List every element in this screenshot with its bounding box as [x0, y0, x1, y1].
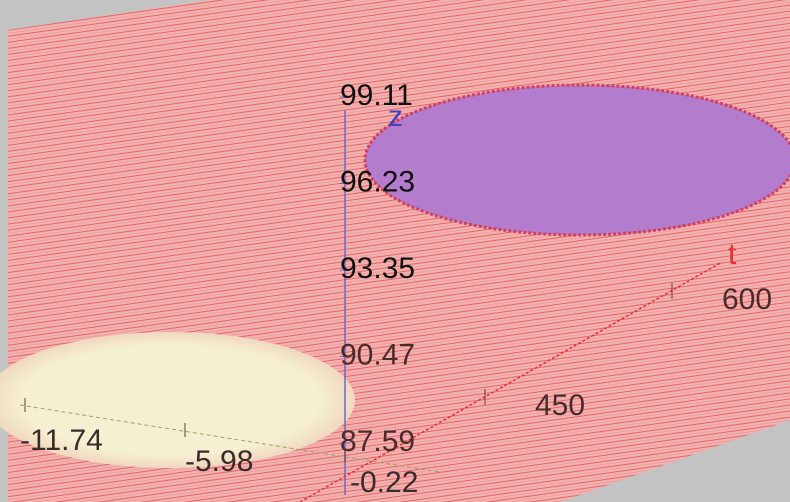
- z-tick-label: 90.47: [340, 338, 415, 371]
- z-tick-label: 87.59: [340, 425, 415, 458]
- surface-peak: [363, 83, 790, 237]
- z-tick-label: 99.11: [340, 79, 413, 112]
- x-tick-label: -11.74: [20, 424, 103, 457]
- t-tick-label: 600: [722, 283, 772, 316]
- surface-trough: [0, 332, 355, 468]
- x-tick-label: -5.98: [185, 445, 253, 478]
- z-axis-label: z: [388, 100, 403, 133]
- t-axis: [299, 261, 723, 502]
- t-axis-label: t: [728, 238, 737, 271]
- t-tick-label: 450: [535, 389, 585, 422]
- x-tick-label: -0.22: [350, 466, 418, 499]
- z-tick-label: 93.35: [340, 252, 415, 285]
- x-axis: [19, 404, 441, 473]
- z-tick-label: 96.23: [340, 165, 415, 198]
